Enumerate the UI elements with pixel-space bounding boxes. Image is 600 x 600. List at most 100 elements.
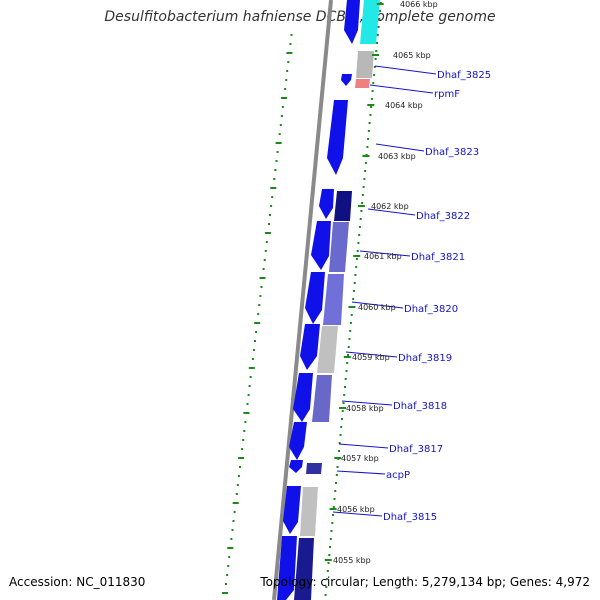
- tick-dot: [356, 250, 359, 252]
- navy-feature: [294, 538, 314, 600]
- tick-dot: [329, 546, 331, 548]
- major-tick: [329, 508, 337, 510]
- gc-dot: [255, 331, 258, 333]
- gc-dot: [279, 124, 282, 126]
- gene-label: acpP: [386, 470, 410, 481]
- kbp-label: 4055 kbp: [333, 556, 371, 565]
- tick-dot: [334, 490, 337, 492]
- tick-dot: [367, 130, 370, 132]
- kbp-label: 4063 kbp: [378, 152, 416, 161]
- navy-feature: [306, 463, 322, 474]
- gc-dot: [247, 394, 250, 396]
- leader-line: [359, 250, 411, 257]
- tick-dot: [358, 234, 361, 236]
- tick-dot: [377, 26, 380, 28]
- major-tick: [348, 306, 356, 308]
- gene-label: Dhaf_3817: [389, 444, 443, 455]
- tick-dot: [332, 514, 334, 516]
- gene-label: Dhaf_3819: [398, 353, 452, 364]
- major-tick: [343, 356, 351, 358]
- gc-dot: [275, 142, 282, 144]
- tick-dot: [343, 394, 346, 396]
- tick-dot: [367, 138, 370, 140]
- kbp-label: 4056 kbp: [337, 505, 375, 514]
- tick-dot: [348, 338, 351, 340]
- kbp-labels: 4066 kbp 4065 kbp 4064 kbp 4063 kbp 4062…: [333, 0, 438, 565]
- tick-dot: [357, 242, 360, 244]
- tick-dot: [325, 586, 328, 588]
- gc-dot: [281, 106, 284, 108]
- tick-dot: [333, 498, 336, 500]
- tick-dot: [341, 418, 343, 420]
- gc-dot: [232, 502, 239, 504]
- kbp-label: 4064 kbp: [385, 101, 423, 110]
- tick-dot: [349, 322, 352, 324]
- gene-label: Dhaf_3825: [437, 70, 491, 81]
- accession-info: Accession: NC_011830: [9, 575, 146, 589]
- tick-dot: [329, 538, 332, 540]
- tick-dot: [349, 330, 352, 332]
- gc-dot: [264, 250, 267, 252]
- kbp-label: 4065 kbp: [393, 51, 431, 60]
- gc-dot: [275, 160, 278, 162]
- tick-dot: [358, 226, 361, 228]
- tick-dot: [373, 66, 376, 68]
- tick-dot: [369, 114, 372, 116]
- major-tick: [372, 54, 379, 56]
- gc-dot: [270, 187, 277, 189]
- gc-dot: [236, 484, 239, 486]
- leader-line: [332, 511, 383, 517]
- tick-dot: [376, 42, 379, 44]
- tick-dot: [324, 594, 327, 596]
- tick-dot: [326, 578, 329, 580]
- gene-label: rpmF: [434, 89, 460, 100]
- major-tick: [334, 457, 342, 459]
- gc-dot: [289, 43, 292, 45]
- rna-feature: [355, 79, 370, 88]
- gc-dot: [287, 61, 290, 63]
- forward-gene: [293, 373, 313, 422]
- tick-dot: [332, 506, 335, 508]
- tick-dot: [331, 522, 334, 524]
- tick-dot: [364, 170, 367, 172]
- tick-dot: [355, 266, 358, 268]
- tick-dot: [342, 402, 345, 404]
- gc-dot: [260, 286, 263, 288]
- gc-dot: [242, 439, 245, 441]
- tick-dot: [340, 426, 343, 428]
- gc-dot: [244, 421, 247, 423]
- map-title: Desulfitobacterium hafniense DCB-2, comp…: [104, 9, 496, 25]
- tick-dot: [379, 10, 382, 12]
- tick-dot: [359, 218, 362, 220]
- gc-dot: [257, 313, 260, 315]
- leader-line: [351, 301, 404, 309]
- leader-line: [338, 443, 389, 449]
- tick-dot: [346, 362, 349, 364]
- gc-dot: [274, 169, 277, 171]
- gc-dot: [246, 403, 249, 405]
- gc-dot: [222, 592, 228, 594]
- gc-dot: [254, 322, 261, 324]
- gc-dot: [259, 295, 262, 297]
- gc-dot: [262, 268, 265, 270]
- forward-gene: [305, 272, 325, 324]
- tick-dot: [361, 202, 364, 204]
- gc-dot: [258, 304, 261, 306]
- tick-dot: [352, 298, 355, 300]
- tick-dot: [338, 450, 340, 452]
- major-tick: [357, 205, 365, 207]
- forward-gene: [327, 100, 348, 175]
- forward-gene: [277, 536, 297, 600]
- gc-dot: [232, 520, 235, 522]
- tick-dot: [330, 530, 333, 532]
- tick-dot: [371, 90, 374, 92]
- tick-dot: [376, 34, 379, 36]
- tick-dot: [360, 210, 363, 212]
- gene-label: Dhaf_3823: [425, 147, 479, 158]
- forward-gene: [311, 221, 331, 270]
- forward-gene: [300, 324, 320, 370]
- genome-backbone: [272, 0, 333, 600]
- gc-dot: [230, 538, 233, 540]
- gc-dot: [251, 358, 254, 360]
